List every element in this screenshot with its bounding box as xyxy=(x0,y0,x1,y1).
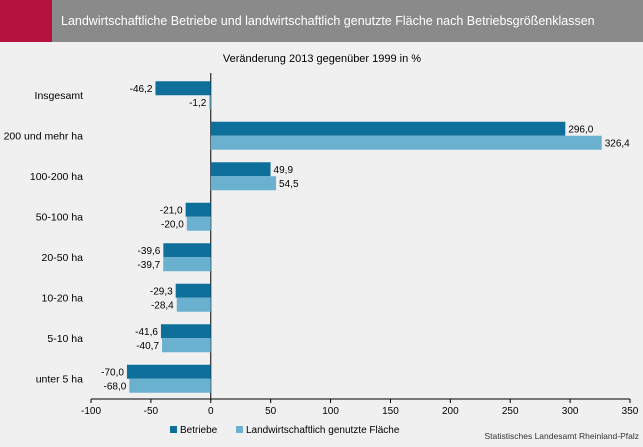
x-tick-label: 250 xyxy=(502,406,519,417)
data-label-flaeche: -40,7 xyxy=(136,341,159,352)
data-label-flaeche: -28,4 xyxy=(151,300,174,311)
chart-subtitle: Veränderung 2013 gegenüber 1999 in % xyxy=(223,53,421,65)
data-label-betriebe: 296,0 xyxy=(568,124,593,135)
data-label-flaeche: 326,4 xyxy=(605,138,630,149)
category-label: 20-50 ha xyxy=(42,252,84,264)
x-tick-label: 200 xyxy=(442,406,459,417)
bar-betriebe xyxy=(210,162,271,177)
bar-betriebe xyxy=(155,81,211,96)
chart-header: Landwirtschaftliche Betriebe und landwir… xyxy=(0,0,643,42)
category-label: 200 und mehr ha xyxy=(4,130,84,142)
data-label-betriebe: 49,9 xyxy=(274,165,294,176)
source-note: Statistisches Landesamt Rheinland-Pfalz xyxy=(484,431,640,441)
bar-flaeche xyxy=(186,216,211,231)
data-label-betriebe: -41,6 xyxy=(135,327,158,338)
legend-swatch-flaeche xyxy=(236,426,243,433)
category-label: unter 5 ha xyxy=(36,373,83,385)
data-label-betriebe: -21,0 xyxy=(160,205,183,216)
data-label-flaeche: -20,0 xyxy=(161,219,184,230)
x-tick-label: -100 xyxy=(81,406,101,417)
x-tick-label: 50 xyxy=(265,406,277,417)
x-tick-label: 150 xyxy=(382,406,399,417)
category-label: 100-200 ha xyxy=(30,171,83,183)
x-tick-label: 300 xyxy=(562,406,579,417)
bar-flaeche xyxy=(209,95,211,110)
data-label-flaeche: -1,2 xyxy=(189,98,207,109)
bar-flaeche xyxy=(176,297,211,312)
x-tick-label: 100 xyxy=(322,406,339,417)
bar-chart: Veränderung 2013 gegenüber 1999 in % -10… xyxy=(4,53,639,436)
bar-betriebe xyxy=(126,364,211,379)
legend: Betriebe Landwirtschaftlich genutzte Flä… xyxy=(170,425,400,436)
legend-label-flaeche: Landwirtschaftlich genutzte Fläche xyxy=(246,425,400,436)
plot-area: -100 -50 0 50 100 150 200 250 300 350 Insgesamt -46… xyxy=(4,73,639,417)
header-accent xyxy=(0,0,52,42)
bar-flaeche xyxy=(162,338,211,353)
bar-flaeche xyxy=(210,176,277,191)
x-tick-label: 350 xyxy=(622,406,639,417)
bar-betriebe xyxy=(185,202,211,217)
bar-betriebe xyxy=(163,243,211,258)
legend-label-betriebe: Betriebe xyxy=(180,425,218,436)
bar-flaeche xyxy=(163,257,211,272)
bar-betriebe xyxy=(175,283,211,298)
data-label-flaeche: -39,7 xyxy=(137,260,160,271)
data-label-flaeche: -68,0 xyxy=(104,381,127,392)
x-tick-label: -50 xyxy=(144,406,159,417)
data-label-flaeche: 54,5 xyxy=(279,179,299,190)
bar-betriebe xyxy=(210,121,566,136)
bar-betriebe xyxy=(160,324,211,339)
category-label: 10-20 ha xyxy=(42,292,84,304)
data-label-betriebe: -39,6 xyxy=(138,246,161,257)
legend-swatch-betriebe xyxy=(170,426,177,433)
x-tick-label: 0 xyxy=(208,406,214,417)
category-label: 5-10 ha xyxy=(47,333,83,345)
data-label-betriebe: -70,0 xyxy=(101,367,124,378)
chart-header-title: Landwirtschaftliche Betriebe und landwir… xyxy=(52,0,643,42)
category-label: Insgesamt xyxy=(35,90,84,102)
data-label-betriebe: -29,3 xyxy=(150,286,173,297)
category-label: 50-100 ha xyxy=(36,211,83,223)
data-label-betriebe: -46,2 xyxy=(130,84,153,95)
bar-flaeche xyxy=(210,135,602,150)
bar-flaeche xyxy=(129,378,211,393)
